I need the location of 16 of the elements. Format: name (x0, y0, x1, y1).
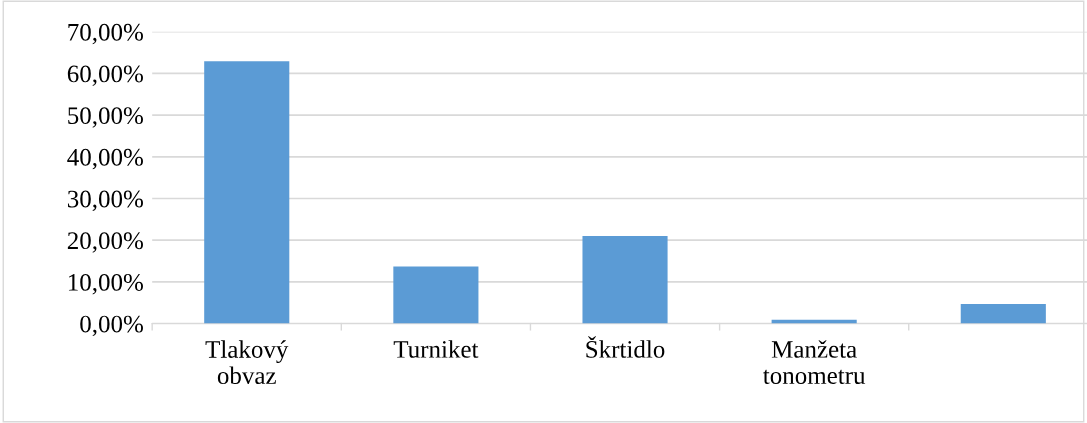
bar (582, 236, 668, 324)
x-tick-label: Tlakový obvaz (205, 340, 289, 385)
y-tick-label: 60,00% (67, 65, 143, 86)
y-tick-label: 30,00% (67, 190, 143, 212)
y-tick-label: 40,00% (67, 148, 143, 170)
bar (960, 304, 1046, 324)
bar (393, 266, 479, 324)
y-tick-label: 70,00% (68, 23, 143, 45)
y-tick-label: 10,00% (68, 273, 143, 295)
y-tick-label: 0,00% (80, 315, 143, 337)
x-tick-label: Turniket (393, 340, 479, 358)
x-tick-label: Škrtidlo (586, 336, 665, 358)
y-tick-label: 50,00% (68, 107, 143, 128)
x-tick-label: Manžeta tonometru (763, 340, 866, 384)
y-tick-label: 20,00% (67, 232, 143, 253)
bar (204, 61, 290, 324)
